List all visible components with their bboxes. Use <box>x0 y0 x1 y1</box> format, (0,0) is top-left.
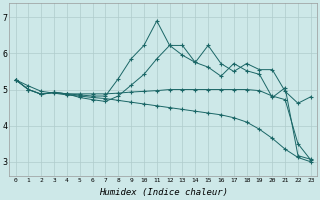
X-axis label: Humidex (Indice chaleur): Humidex (Indice chaleur) <box>99 188 228 197</box>
